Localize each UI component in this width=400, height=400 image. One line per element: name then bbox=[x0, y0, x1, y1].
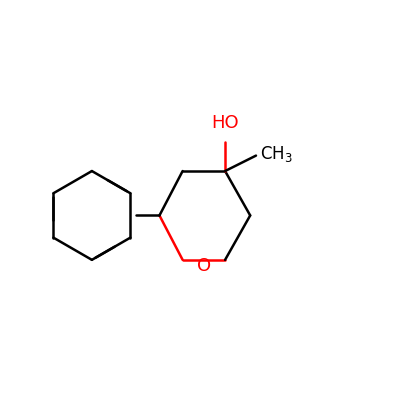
Text: O: O bbox=[197, 258, 211, 276]
Text: HO: HO bbox=[211, 114, 239, 132]
Text: CH$_3$: CH$_3$ bbox=[260, 144, 293, 164]
